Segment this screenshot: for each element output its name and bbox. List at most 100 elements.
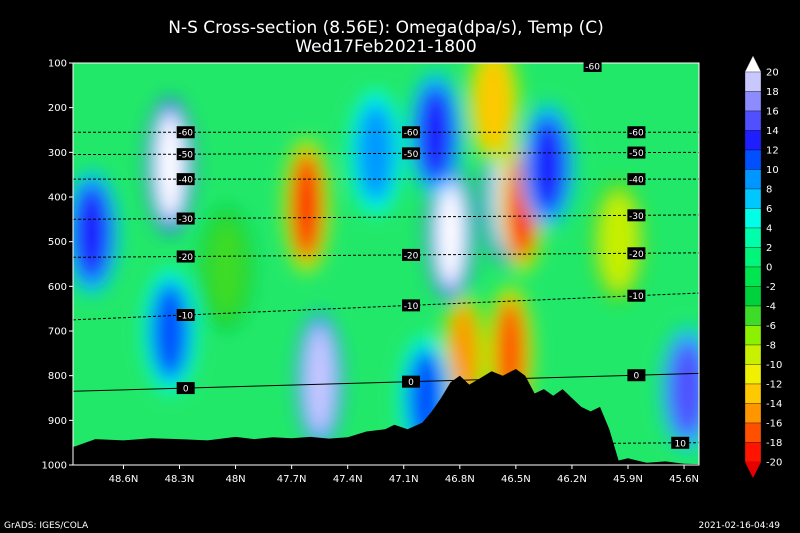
x-tick-label-10: 45.6N — [669, 474, 699, 485]
isotherm-label-3-0: -30 — [176, 212, 195, 225]
colorbar-box-11 — [744, 286, 762, 307]
colorbar-box-15 — [744, 364, 762, 385]
y-tick-label-700: 700 — [48, 327, 67, 338]
isotherm-label-2-1: -40 — [627, 173, 646, 186]
colorbar-label-2: 16 — [766, 107, 779, 118]
svg-text:-20: -20 — [178, 253, 193, 263]
x-tick-label-1: 48.3N — [165, 474, 195, 485]
x-tick-label-9: 45.9N — [613, 474, 643, 485]
isotherm-label-4-2: -20 — [627, 247, 646, 260]
omega-blob-2 — [151, 281, 190, 381]
isotherm-label-6-1: 0 — [402, 375, 421, 388]
omega-blob-3 — [291, 150, 322, 261]
svg-text:0: 0 — [183, 385, 189, 395]
omega-blob-6 — [435, 177, 466, 288]
colorbar-label-9: 2 — [766, 243, 772, 254]
chart-subtitle: Wed17Feb2021-1800 — [295, 37, 476, 57]
x-tick-label-7: 46.5N — [501, 474, 531, 485]
colorbar-box-3 — [744, 130, 762, 151]
isotherm-1 — [73, 151, 699, 156]
omega-blob-15 — [668, 339, 699, 440]
colorbar-label-4: 12 — [766, 146, 779, 157]
isotherm-label-1-2: -50 — [627, 146, 646, 159]
colorbar-label-6: 8 — [766, 185, 772, 196]
colorbar-top-arrow — [744, 55, 762, 73]
colorbar-box-5 — [744, 169, 762, 190]
isotherm-label-4-1: -20 — [402, 248, 421, 261]
y-tick-label-600: 600 — [48, 282, 67, 293]
isotherm-label-7-0: 10 — [671, 436, 690, 449]
x-tick-label-6: 46.8N — [445, 474, 475, 485]
omega-blob-14 — [599, 191, 638, 292]
svg-text:-20: -20 — [404, 251, 419, 261]
svg-text:-50: -50 — [404, 150, 419, 160]
x-tick-label-0: 48.6N — [109, 474, 139, 485]
footer-source: GrADS: IGES/COLA — [4, 521, 89, 531]
omega-blob-0 — [73, 182, 111, 283]
colorbar-box-14 — [744, 344, 762, 365]
isotherm-label-0-0: -60 — [176, 126, 195, 139]
x-tick-label-3: 47.7N — [277, 474, 307, 485]
colorbar-label-13: -6 — [766, 321, 776, 332]
y-tick-label-800: 800 — [48, 371, 67, 382]
chart-title: N-S Cross-section (8.56E): Omega(dpa/s),… — [168, 18, 604, 38]
omega-blob-17 — [207, 218, 246, 319]
colorbar-box-8 — [744, 227, 762, 248]
colorbar-box-0 — [744, 71, 762, 92]
y-tick-label-200: 200 — [48, 103, 67, 114]
isotherm-label-1-1: -50 — [402, 147, 421, 160]
svg-text:-30: -30 — [629, 212, 644, 222]
svg-text:-10: -10 — [404, 302, 419, 312]
colorbar-label-5: 10 — [766, 165, 779, 176]
isotherm-label-5-1: -10 — [402, 299, 421, 312]
colorbar-box-16 — [744, 383, 762, 404]
colorbar-label-16: -12 — [766, 380, 782, 391]
colorbar-box-1 — [744, 91, 762, 112]
colorbar-box-7 — [744, 208, 762, 229]
colorbar-box-4 — [744, 149, 762, 170]
svg-text:-60: -60 — [585, 63, 600, 73]
colorbar-label-3: 14 — [766, 126, 779, 137]
colorbar-box-10 — [744, 266, 762, 287]
svg-text:-40: -40 — [178, 176, 193, 186]
isotherm-label-5-2: -10 — [627, 289, 646, 302]
svg-text:-20: -20 — [629, 250, 644, 260]
isotherm-label-6-0: 0 — [176, 382, 195, 395]
colorbar-label-7: 6 — [766, 204, 772, 215]
svg-text:-50: -50 — [629, 149, 644, 159]
svg-text:-10: -10 — [178, 312, 193, 322]
y-tick-label-500: 500 — [48, 237, 67, 248]
colorbar-label-11: -2 — [766, 282, 776, 293]
omega-blob-4 — [304, 325, 335, 436]
svg-text:0: 0 — [408, 378, 414, 388]
omega-blob-7 — [416, 84, 455, 185]
y-tick-label-1000: 1000 — [42, 461, 67, 472]
colorbar-label-14: -8 — [766, 341, 776, 352]
isotherm-4 — [73, 252, 699, 258]
isotherm-label-6-2: 0 — [627, 369, 646, 382]
svg-text:-50: -50 — [178, 151, 193, 161]
colorbar-label-8: 4 — [766, 224, 772, 235]
colorbar-label-20: -20 — [766, 458, 782, 469]
isotherm-label-top: -60 — [583, 60, 602, 73]
omega-blob-11 — [474, 63, 513, 154]
x-tick-label-2: 48N — [225, 474, 245, 485]
x-tick-label-4: 47.4N — [333, 474, 363, 485]
isotherm-label-2-0: -40 — [176, 173, 195, 186]
colorbar-box-19 — [744, 442, 762, 463]
terrain — [73, 369, 699, 465]
y-axis: 100 200 300 400 500 600 700 800 900 1000 — [42, 59, 73, 472]
omega-blob-5 — [356, 102, 395, 203]
colorbar-bottom-arrow — [745, 462, 761, 478]
y-tick-label-900: 900 — [48, 416, 67, 427]
colorbar-label-12: -4 — [766, 302, 776, 313]
colorbar-box-2 — [744, 110, 762, 131]
isotherm-label-5-0: -10 — [176, 309, 195, 322]
colorbar-box-13 — [744, 325, 762, 346]
svg-text:0: 0 — [634, 372, 640, 382]
isotherm-labels: -60 -60 -60 -50 -50 -50 -40 -40 -30 -30 -20 -20 -20 -… — [176, 60, 690, 449]
svg-text:-10: -10 — [629, 292, 644, 302]
isotherm-5 — [73, 292, 699, 321]
isotherm-label-1-0: -50 — [176, 148, 195, 161]
